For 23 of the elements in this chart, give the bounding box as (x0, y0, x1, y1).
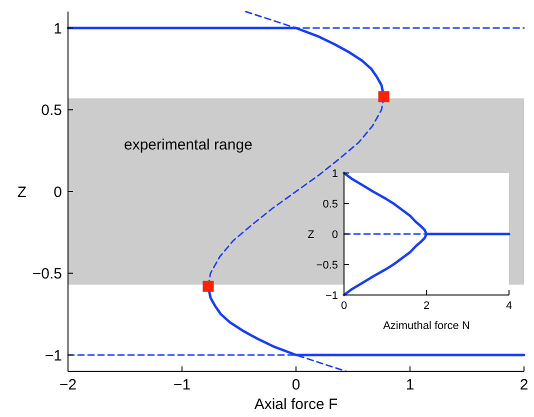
y-axis-title: Z (17, 184, 27, 201)
band-label: experimental range (124, 136, 252, 154)
x-tick-label: 1 (406, 376, 414, 394)
x-axis-title: Azimuthal force N (383, 320, 470, 332)
x-tick-label: −2 (59, 376, 77, 394)
x-tick-label: 4 (506, 300, 512, 312)
x-tick-label: 2 (423, 300, 430, 312)
x-axis-title: Axial force F (254, 396, 338, 413)
y-tick-label: 0.5 (322, 198, 338, 210)
y-tick-label: 1 (332, 168, 338, 180)
y-axis-title: Z (308, 228, 315, 241)
y-tick-label: −0.5 (316, 259, 338, 272)
y-tick-label: 1 (54, 20, 62, 38)
y-tick-label: 0 (54, 184, 62, 201)
x-tick-label: 0 (340, 300, 348, 312)
y-tick-label: −1 (325, 290, 338, 302)
y-tick-label: −1 (44, 347, 62, 364)
y-tick-label: 0 (332, 228, 338, 241)
x-tick-label: −1 (173, 376, 191, 394)
y-tick-label: −0.5 (32, 266, 62, 282)
x-tick-label: 2 (520, 376, 528, 394)
x-tick-label: 0 (292, 376, 300, 394)
y-tick-label: 0.5 (41, 102, 62, 119)
